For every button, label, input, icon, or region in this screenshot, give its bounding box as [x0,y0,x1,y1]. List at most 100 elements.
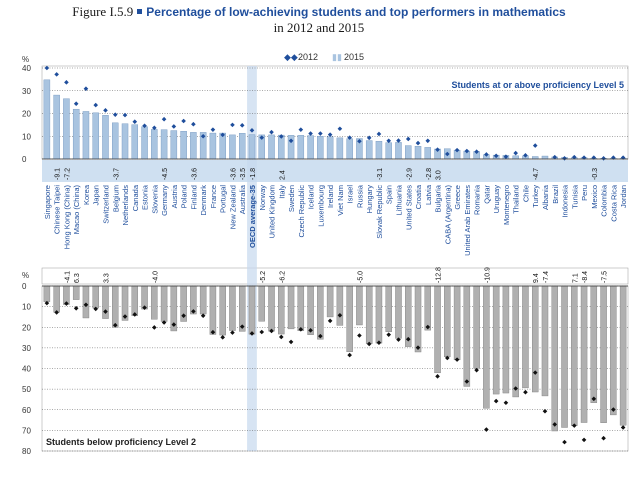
bottom-marker-2012 [484,427,489,432]
bottom-bar-2015 [365,285,373,344]
category-label: Ireland [326,185,335,208]
top-marker-2012 [152,125,157,131]
top-tick-label: 30 [22,87,31,96]
category-label: Singapore [43,185,52,219]
top-bar-2015 [326,136,334,160]
top-marker-2012 [357,138,362,144]
top-bar-2015 [229,134,236,160]
bottom-bar-2015 [395,285,402,339]
bottom-bar-2015 [287,285,295,330]
top-bar-2015 [268,134,275,160]
bottom-marker-2012 [93,306,99,312]
top-marker-2012 [366,135,372,141]
bottom-marker-2012 [513,386,518,391]
bottom-marker-2012 [454,357,460,362]
bottom-bar-2015 [590,285,598,403]
bottom-marker-2012 [132,312,138,317]
top-marker-2012 [327,132,333,137]
bottom-ylabel: % [22,271,29,280]
bottom-marker-2012 [415,345,421,350]
category-label: Macao (China) [72,184,81,234]
category-label: Israel [346,185,355,204]
category-label: Qatar [482,185,491,204]
top-marker-2012 [425,138,431,144]
top-bar-2015 [190,132,197,160]
top-marker-2012 [454,147,460,153]
bottom-bar-2015 [219,285,226,336]
top-marker-2012 [386,138,392,144]
bottom-marker-2012 [210,329,216,335]
bottom-bar-2015 [317,285,324,340]
category-label: Chinese Taipei [53,185,62,234]
bottom-bar-2015 [492,285,500,395]
bottom-marker-2012 [73,305,79,311]
bottom-change-label: 6.3 [74,273,81,283]
category-label: Korea [82,184,91,205]
bottom-marker-2012 [620,425,626,430]
top-marker-2012 [376,131,382,137]
bottom-bar-2015 [92,285,99,309]
bottom-bar-2015 [53,285,60,313]
category-label: Russia [355,184,364,208]
category-label: Japan [92,185,101,205]
bottom-bar-2015 [561,285,568,428]
top-marker-2012 [347,135,352,140]
bottom-bar-2015 [82,285,90,319]
top-bar-2015 [53,94,60,160]
bottom-marker-2012 [493,398,499,404]
bottom-marker-2012 [405,336,411,342]
category-label: Brazil [551,185,560,204]
bottom-bar-2015 [453,285,461,361]
bottom-marker-2012 [474,367,479,373]
top-marker-2012 [415,140,421,146]
bottom-bar-2015 [473,285,480,369]
bottom-marker-2012 [161,320,167,325]
bottom-change-label: -12.8 [436,267,443,283]
bottom-marker-2012 [532,370,538,375]
category-label: Jordan [619,185,628,208]
top-marker-2012 [318,131,323,136]
top-bar-2015 [43,79,51,160]
bottom-marker-2012 [601,435,606,441]
bottom-bar-2015 [512,285,519,398]
bottom-change-label: -10.9 [484,267,491,283]
bottom-marker-2012 [445,355,450,361]
top-bar-2015 [336,137,344,160]
top-bar-2015 [92,112,99,160]
category-label: Tunisia [570,184,579,209]
top-bar-2015 [317,136,324,160]
bottom-bar-2015 [434,285,441,374]
bottom-bar-2015 [463,285,471,387]
bottom-tick-label: 10 [22,303,31,312]
top-ylabel: % [22,55,29,64]
category-label: Indonesia [561,184,570,217]
top-marker-2012 [142,123,147,129]
top-marker-2012 [523,153,528,158]
bottom-bar-2015 [483,285,490,409]
bottom-bar-2015 [199,285,207,315]
bottom-bar-2015 [531,285,539,393]
top-marker-2012 [308,131,313,136]
legend-label-2012: 2012 [298,52,318,62]
top-marker-2012 [493,153,499,159]
top-change-label: 3.0 [436,170,443,180]
top-bar-2015 [112,122,119,160]
category-label: Viet Nam [336,185,345,216]
category-label: Uruguay [492,185,501,214]
bottom-bar-2015 [571,285,578,426]
bottom-marker-2012 [44,300,50,306]
top-marker-2012 [191,121,196,127]
bottom-tick-label: 30 [22,344,31,353]
bottom-bar-2015 [502,285,510,394]
top-bar-2015 [541,155,549,160]
top-bar-2015 [248,134,256,160]
top-bar-2015 [297,135,305,160]
category-label: Slovenia [150,184,159,214]
bottom-tick-label: 80 [22,447,31,456]
legend-marker-2015: ▮▮ [332,52,342,62]
change-band-bottom [41,267,629,285]
top-marker-2012 [93,102,99,108]
top-change-label: -3.1 [377,168,384,180]
top-change-label: -4.5 [162,168,169,180]
top-marker-2012 [562,156,567,161]
